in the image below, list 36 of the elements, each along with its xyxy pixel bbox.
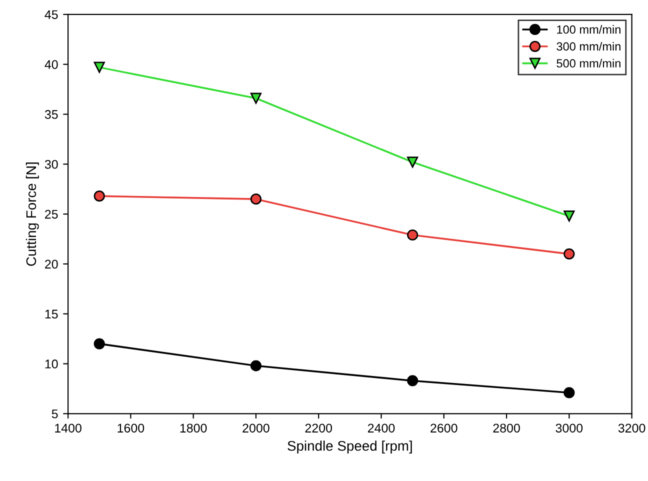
- point: [250, 194, 262, 205]
- point: [564, 248, 575, 260]
- point: [407, 375, 418, 386]
- legend-label: 500 mm/min: [556, 58, 620, 68]
- x-tick-label: 2400: [368, 424, 395, 433]
- legend-label: 300 mm/min: [556, 42, 620, 51]
- x-tick-label: 2200: [305, 424, 332, 433]
- x-tick-label: 2000: [242, 424, 270, 433]
- point: [250, 360, 262, 372]
- y-tick-label: 40: [44, 60, 58, 69]
- x-tick-label: 2800: [493, 424, 520, 433]
- y-tick-label: 45: [44, 10, 58, 20]
- x-tick-label: 1600: [118, 424, 144, 433]
- y-tick-label: 20: [45, 260, 58, 269]
- point: [564, 387, 575, 398]
- x-axis-title: Spindle Speed [rpm]: [288, 440, 412, 454]
- y-tick-label: 10: [45, 360, 58, 368]
- point: [94, 338, 105, 350]
- point: [564, 210, 575, 222]
- x-tick-label: 2600: [430, 424, 458, 433]
- x-tick-label: 3000: [556, 424, 583, 433]
- point: [407, 229, 418, 241]
- x-tick-label: 1400: [55, 424, 82, 433]
- y-tick-label: 35: [44, 110, 58, 119]
- y-axis-title: Cutting Force [N]: [26, 162, 39, 266]
- y-tick-label: 30: [44, 160, 58, 169]
- x-tick-label: 3200: [618, 424, 646, 433]
- y-tick-label: 25: [45, 210, 58, 219]
- point: [250, 92, 262, 104]
- y-tick-label: 15: [45, 310, 58, 319]
- legend-label: 100 mm/min: [557, 25, 620, 34]
- y-tick-label: 5: [52, 410, 58, 418]
- point: [407, 156, 418, 168]
- x-tick-label: 1800: [180, 424, 207, 433]
- point: [94, 190, 105, 202]
- point: [94, 62, 105, 73]
